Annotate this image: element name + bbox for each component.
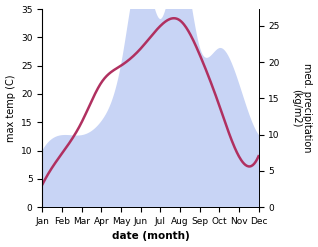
Y-axis label: med. precipitation
(kg/m2): med. precipitation (kg/m2) (291, 63, 313, 153)
X-axis label: date (month): date (month) (112, 231, 189, 242)
Y-axis label: max temp (C): max temp (C) (5, 74, 16, 142)
